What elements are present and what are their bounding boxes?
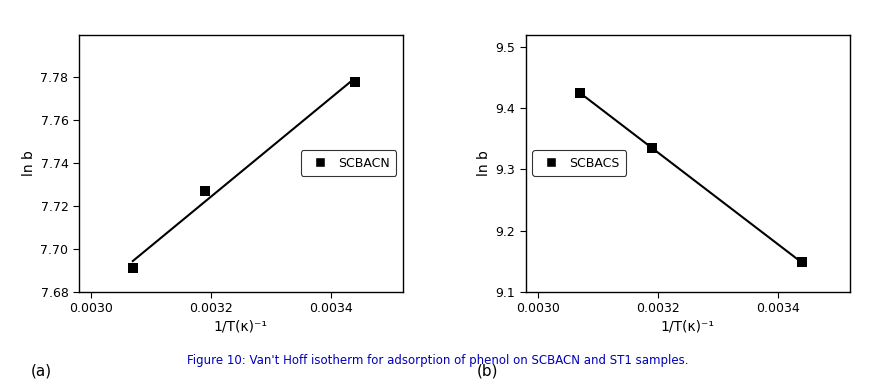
X-axis label: 1/T(κ)⁻¹: 1/T(κ)⁻¹ [661, 319, 715, 333]
Text: Figure 10: Van't Hoff isotherm for adsorption of phenol on SCBACN and ST1 sample: Figure 10: Van't Hoff isotherm for adsor… [187, 354, 689, 367]
Text: (b): (b) [477, 364, 498, 379]
X-axis label: 1/T(κ)⁻¹: 1/T(κ)⁻¹ [214, 319, 268, 333]
Legend: SCBACS: SCBACS [532, 151, 626, 176]
Legend: SCBACN: SCBACN [301, 151, 397, 176]
Point [198, 188, 212, 194]
Point [795, 259, 809, 265]
Point [126, 265, 140, 271]
Point [348, 79, 362, 85]
Text: (a): (a) [31, 364, 52, 379]
Y-axis label: ln b: ln b [22, 150, 36, 176]
Y-axis label: ln b: ln b [477, 150, 491, 176]
Point [573, 90, 587, 96]
Point [645, 145, 659, 151]
